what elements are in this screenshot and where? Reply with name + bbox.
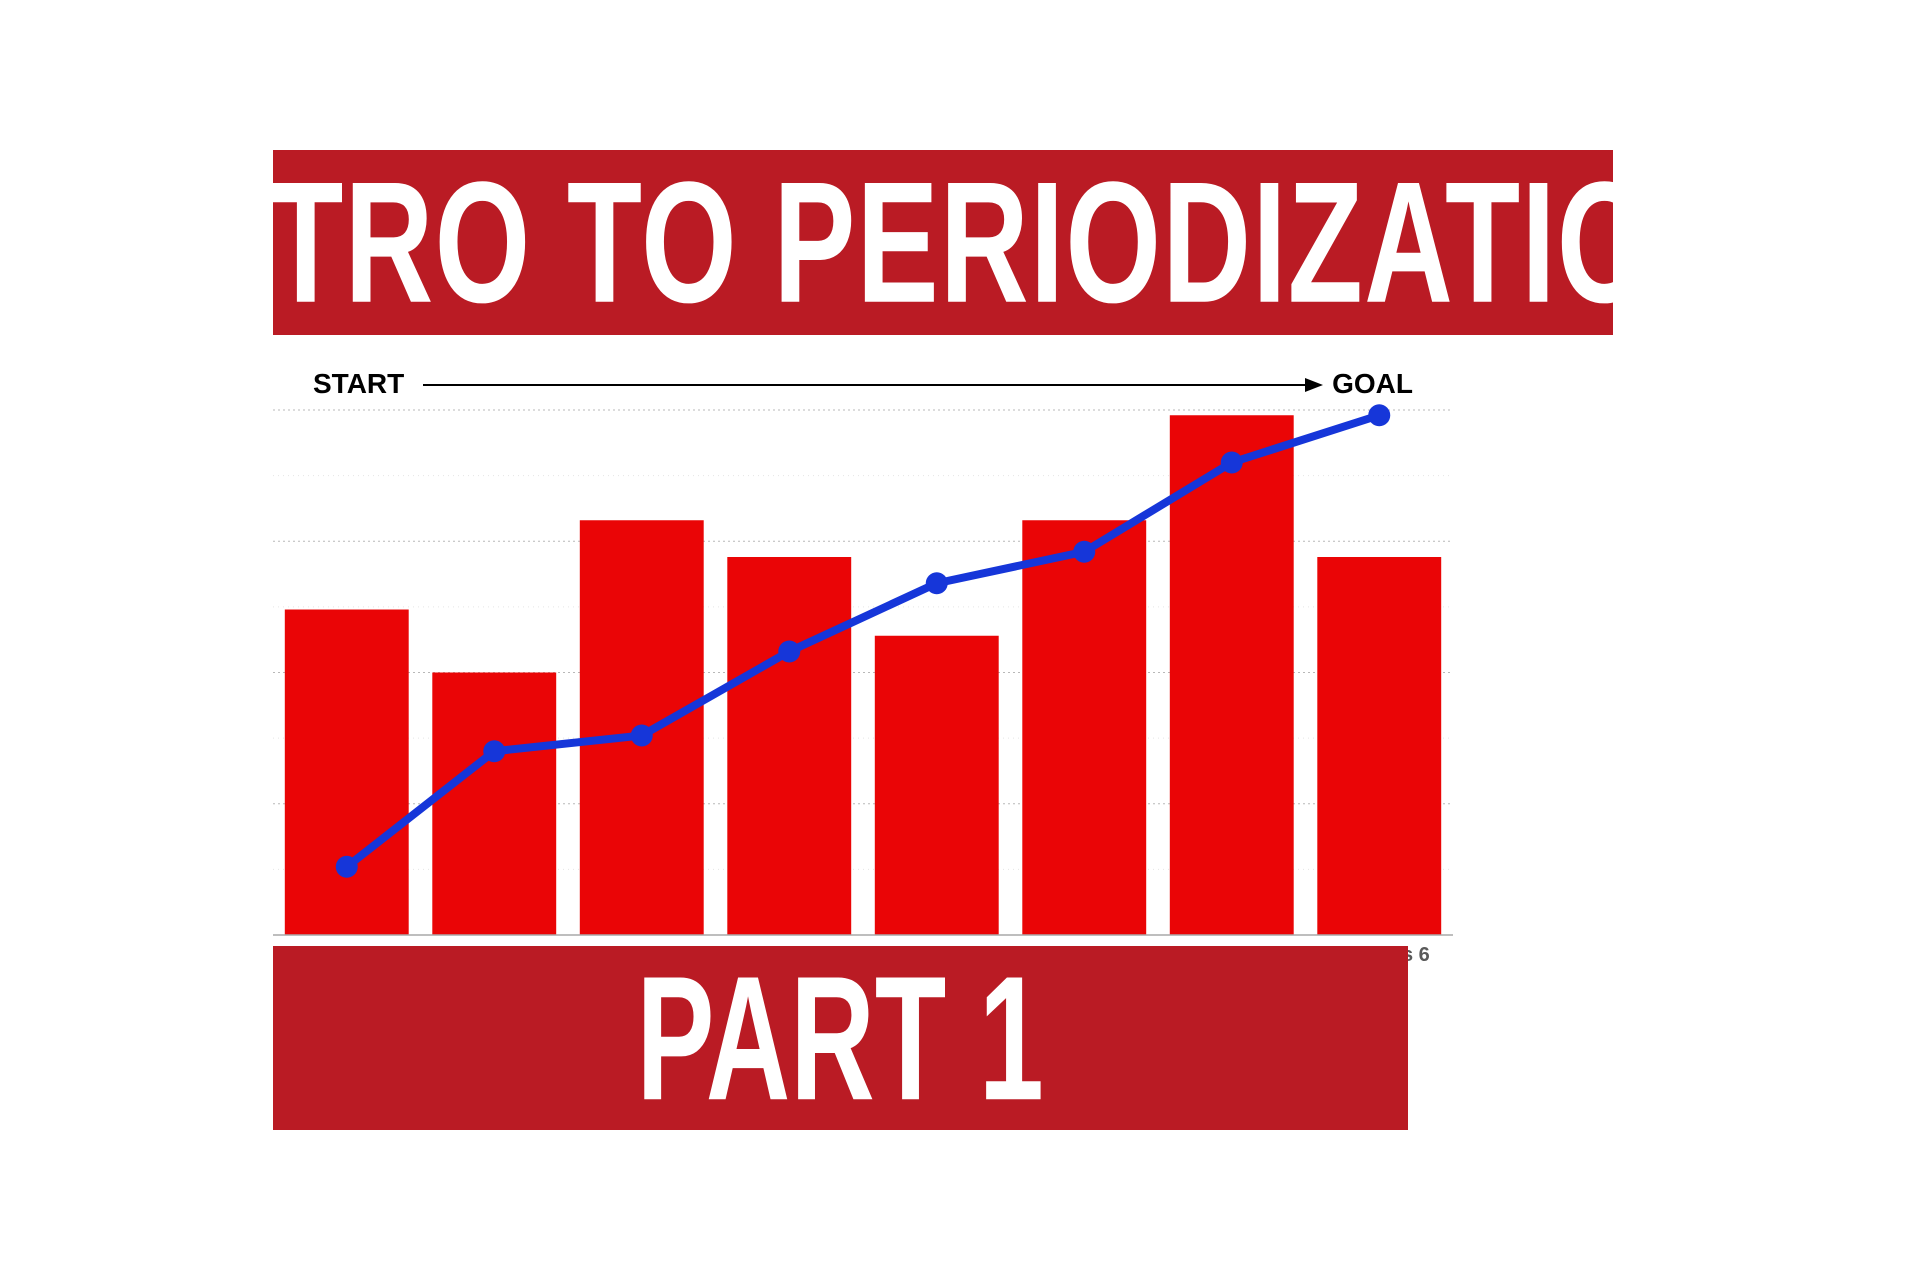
infographic-canvas: INTRO TO PERIODIZATION Stimulus 1Stimulu… xyxy=(225,150,1695,1130)
bar xyxy=(432,673,556,936)
trend-marker xyxy=(1073,541,1095,563)
bar xyxy=(1317,557,1441,935)
trend-marker xyxy=(778,641,800,663)
trend-marker xyxy=(336,856,358,878)
footer-text: PART 1 xyxy=(637,936,1044,1140)
trend-marker xyxy=(926,572,948,594)
bar xyxy=(1022,520,1146,935)
footer-band: PART 1 xyxy=(273,946,1408,1130)
bar xyxy=(875,636,999,935)
chart-svg: Stimulus 1Stimulus 2Stimulus 3Stimulus 2… xyxy=(273,355,1453,970)
title-text: INTRO TO PERIODIZATION xyxy=(142,143,1743,342)
title-band: INTRO TO PERIODIZATION xyxy=(273,150,1613,335)
start-label: START xyxy=(313,368,404,399)
chart-area: Stimulus 1Stimulus 2Stimulus 3Stimulus 2… xyxy=(273,355,1453,970)
bar xyxy=(285,610,409,936)
bar xyxy=(727,557,851,935)
trend-marker xyxy=(483,740,505,762)
arrow-head-icon xyxy=(1305,378,1323,392)
goal-label: GOAL xyxy=(1332,368,1413,399)
trend-marker xyxy=(631,725,653,747)
trend-marker xyxy=(1368,404,1390,426)
trend-marker xyxy=(1221,452,1243,474)
